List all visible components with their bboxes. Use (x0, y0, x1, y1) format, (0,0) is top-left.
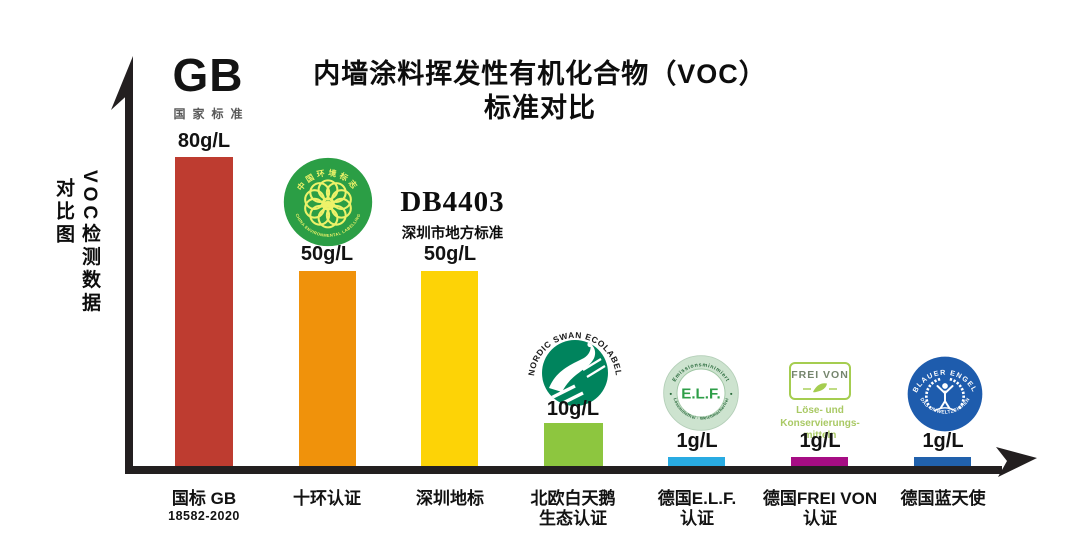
elf-emissionsminimiert-logo-icon: E.L.F. Emissionsminimiert Lösemittelfrei… (663, 355, 739, 431)
china-environmental-labelling-ten-ring-logo-icon: 中国环境标志 CHINA ENVIRONMENTAL LABELLING (283, 157, 373, 247)
ten-ring-rings (304, 179, 352, 229)
value-label-1-b: 1g/L (799, 430, 841, 452)
x-label-line2: 生态认证 (539, 509, 607, 529)
frei-von-below-text: Löse- und Konservierungs- mitteln (780, 405, 860, 441)
x-label-shihuan: 十环认证 (262, 489, 392, 509)
ten-ring-center-hill (319, 201, 337, 208)
chart-title: 内墙涂料挥发性有机化合物（VOC） 标准对比 (270, 58, 810, 126)
y-axis-label-voc-data: VOC检测数据 (79, 170, 100, 316)
value-label-80: 80g/L (177, 130, 231, 152)
bar-nordic-swan (544, 423, 603, 474)
frei-von-box: FREI VON (789, 362, 851, 400)
x-label-line1: 北欧白天鹅 (530, 489, 616, 508)
gb-logo-subtitle: 国家标准 (173, 107, 250, 121)
db4403-standard-label: DB4403 深圳市地方标准 (390, 186, 515, 243)
y-axis (125, 80, 133, 474)
gb-national-standard-logo-icon: GB 国家标准 (153, 52, 263, 122)
db4403-code: DB4403 (400, 186, 505, 218)
value-label-10: 10g/L (546, 398, 600, 420)
gb-logo-text: GB (172, 49, 244, 101)
x-label-guobiao: 国标 GB 18582-2020 (139, 489, 269, 524)
elf-center-text: E.L.F. (681, 385, 720, 402)
blauer-engel-logo-icon: BLAUER ENGEL DAS UMWELTZEICHEN (907, 356, 983, 432)
x-label-line2: 认证 (680, 509, 714, 529)
blauer-engel-figure (925, 377, 965, 412)
db4403-subtitle: 深圳市地方标准 (401, 226, 504, 242)
frei-von-box-text: FREI VON (791, 369, 849, 381)
chart-title-line2: 标准对比 (484, 92, 596, 123)
x-label-line1: 国标 GB (171, 489, 237, 508)
value-label-50-b: 50g/L (423, 243, 477, 265)
leaf-icon (803, 383, 837, 393)
nordic-swan-ecolabel-logo-icon: NORDIC SWAN ECOLABEL (526, 330, 623, 406)
bar-shihuan (299, 271, 356, 474)
x-label-line2: 认证 (803, 509, 837, 529)
x-label-line1: 德国FREI VON (762, 489, 878, 508)
x-label-line1: 德国蓝天使 (900, 489, 986, 508)
bar-frei-von (791, 457, 848, 474)
x-label-line1: 德国E.L.F. (657, 489, 737, 508)
value-label-1-a: 1g/L (676, 430, 718, 452)
x-label-line1: 深圳地标 (416, 489, 484, 508)
chart-title-line1: 内墙涂料挥发性有机化合物（VOC） (313, 59, 767, 89)
bar-blauer-engel (914, 457, 971, 474)
value-label-1-c: 1g/L (922, 430, 964, 452)
x-label-nordic: 北欧白天鹅 生态认证 (508, 489, 638, 530)
bar-guobiao-gb (175, 157, 233, 474)
x-label-shenzhen: 深圳地标 (385, 489, 515, 509)
x-label-blauer-engel: 德国蓝天使 (878, 489, 1008, 509)
x-label-freivon: 德国FREI VON 认证 (745, 489, 895, 530)
y-axis-label-duibitu: 对比图 (53, 178, 74, 247)
x-label-elf: 德国E.L.F. 认证 (632, 489, 762, 530)
y-axis-arrow-icon (111, 56, 133, 110)
x-label-line2: 18582-2020 (168, 509, 240, 524)
bar-elf (668, 457, 725, 474)
x-axis-arrow-icon (996, 447, 1037, 477)
x-label-line1: 十环认证 (293, 489, 361, 508)
ten-ring-center-sun (326, 196, 330, 201)
frei-von-logo-icon: FREI VON Löse- und Konservierungs- mitte… (770, 362, 870, 443)
value-label-50-a: 50g/L (300, 243, 354, 265)
bar-shenzhen (421, 271, 478, 474)
